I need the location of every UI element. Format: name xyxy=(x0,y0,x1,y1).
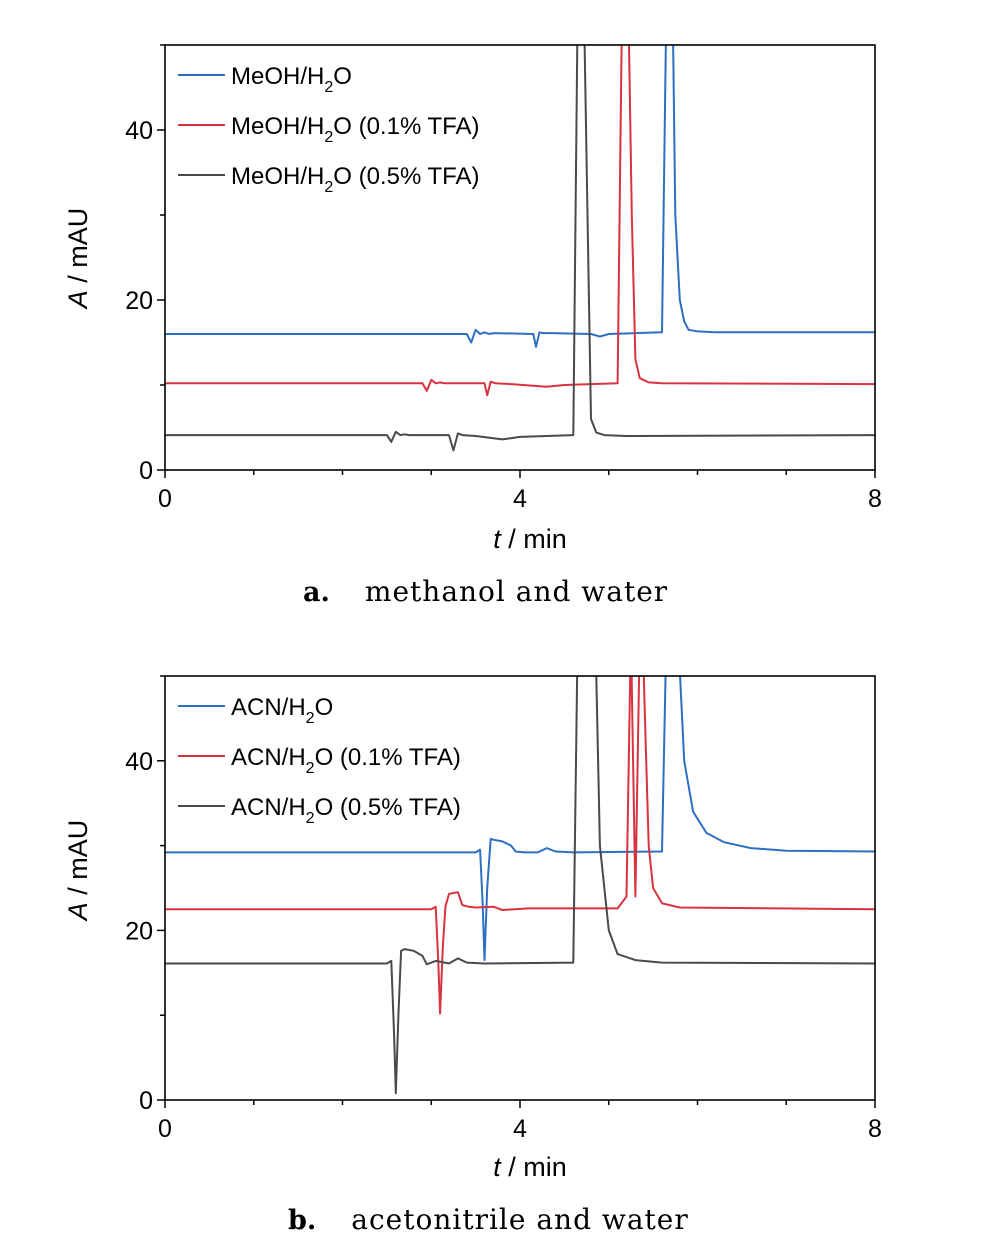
series-line-a-0 xyxy=(165,45,875,348)
x-tick-label-b-2: 8 xyxy=(868,1115,882,1143)
series-line-b-2 xyxy=(165,676,875,1095)
x-axis-title-a: t / min xyxy=(493,524,567,554)
caption-a: a. methanol and water xyxy=(303,575,668,608)
plot-area-a xyxy=(165,45,875,452)
y-axis-title-b: A / mAU xyxy=(63,820,93,923)
series-line-b-0 xyxy=(165,676,875,962)
legend-label-a-0: MeOH/H2O xyxy=(231,63,352,96)
plot-frame-a xyxy=(164,44,876,471)
y-tick-label-a-2: 40 xyxy=(125,117,153,145)
legend-label-b-0: ACN/H2O xyxy=(231,694,333,727)
x-tick-label-a-1: 4 xyxy=(513,485,527,513)
series-line-b-1 xyxy=(165,676,875,1015)
chart-panel-b: 0 4 8 0 20 40 t / min A / mAU ACN/H2O ACN/H2O … xyxy=(63,675,882,1236)
caption-text-a: methanol and water xyxy=(365,575,668,608)
axis-ticks-b: 0 4 8 0 20 40 xyxy=(125,675,882,1143)
x-tick-label-a-0: 0 xyxy=(158,485,172,513)
legend-a: MeOH/H2O MeOH/H2O (0.1% TFA) MeOH/H2O (0.5… xyxy=(178,63,480,196)
legend-label-a-2: MeOH/H2O (0.5% TFA) xyxy=(231,163,480,196)
y-tick-label-b-1: 20 xyxy=(125,917,153,945)
caption-letter-a: a. xyxy=(303,577,330,608)
legend-label-b-2: ACN/H2O (0.5% TFA) xyxy=(231,794,461,827)
series-line-a-2 xyxy=(165,45,875,452)
x-tick-label-a-2: 8 xyxy=(868,485,882,513)
plot-frame-b xyxy=(164,675,876,1101)
plot-area-b xyxy=(165,676,875,1095)
axis-ticks-a: 0 4 8 0 20 40 xyxy=(125,44,882,513)
legend-label-a-1: MeOH/H2O (0.1% TFA) xyxy=(231,113,480,146)
caption-letter-b: b. xyxy=(288,1205,316,1236)
y-axis-title-a: A / mAU xyxy=(63,208,93,311)
y-tick-label-b-2: 40 xyxy=(125,748,153,776)
y-tick-label-a-1: 20 xyxy=(125,287,153,315)
legend-b: ACN/H2O ACN/H2O (0.1% TFA) ACN/H2O (0.5% T… xyxy=(178,694,461,827)
series-line-a-1 xyxy=(165,45,875,397)
legend-label-b-1: ACN/H2O (0.1% TFA) xyxy=(231,744,461,777)
caption-text-b: acetonitrile and water xyxy=(351,1203,688,1236)
x-tick-label-b-1: 4 xyxy=(513,1115,527,1143)
x-tick-label-b-0: 0 xyxy=(158,1115,172,1143)
y-tick-label-a-0: 0 xyxy=(139,457,153,485)
caption-b: b. acetonitrile and water xyxy=(288,1203,689,1236)
y-tick-label-b-0: 0 xyxy=(139,1087,153,1115)
x-axis-title-b: t / min xyxy=(493,1152,567,1182)
